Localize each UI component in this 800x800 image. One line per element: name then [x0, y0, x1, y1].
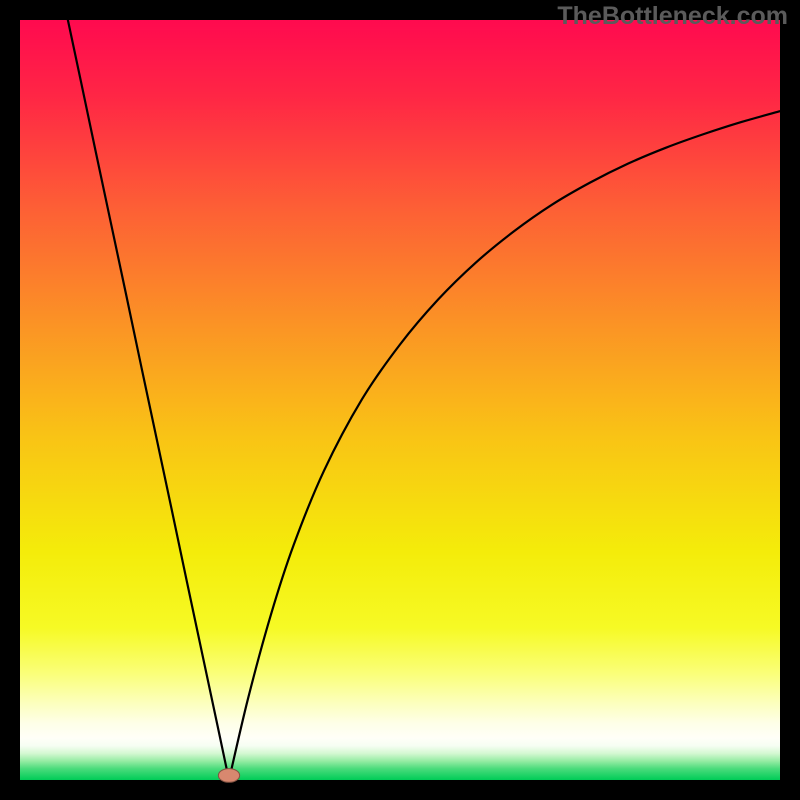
- chart-frame: TheBottleneck.com: [0, 0, 800, 800]
- optimal-point-marker: [218, 769, 239, 783]
- watermark-text: TheBottleneck.com: [557, 2, 788, 31]
- bottleneck-chart: [0, 0, 800, 800]
- plot-background: [20, 20, 780, 780]
